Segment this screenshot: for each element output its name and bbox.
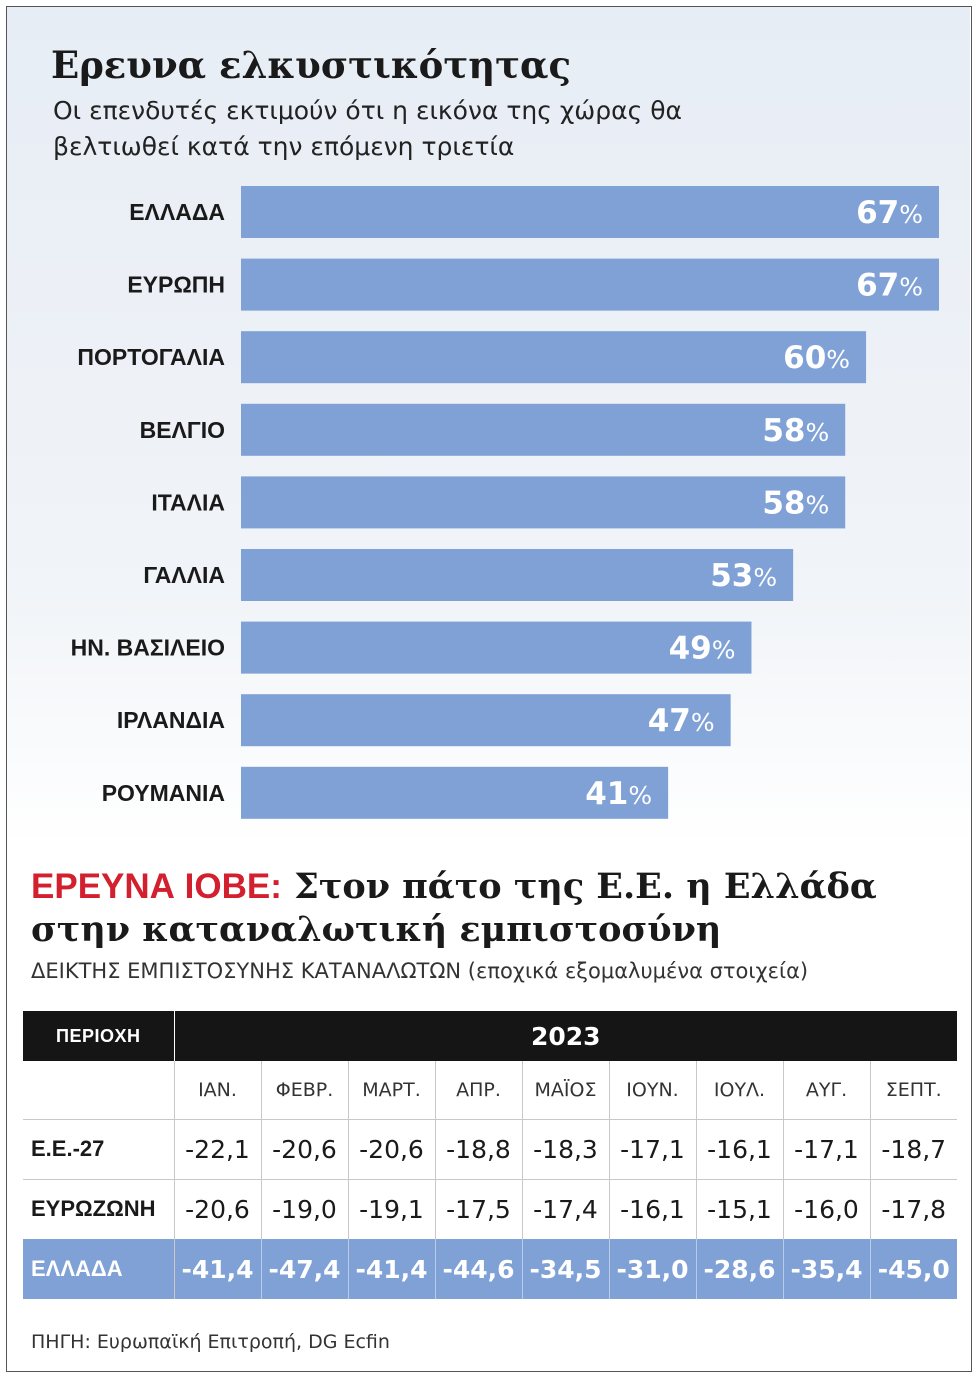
bar-7: [241, 694, 731, 747]
table-cell: -41,4: [174, 1239, 262, 1299]
month-header-3: ΑΠΡ.: [435, 1061, 523, 1119]
chart-panel: Ερευνα ελκυστικότητας Οι επενδυτές εκτιμ…: [7, 7, 970, 847]
table-cell: -17,8: [870, 1178, 957, 1239]
chart-subtitle: Οι επενδυτές εκτιμούν ότι η εικόνα της χ…: [53, 96, 682, 161]
bar-label-6: ΗΝ. ΒΑΣΙΛΕΙΟ: [71, 635, 225, 661]
month-header-2: ΜΑΡΤ.: [348, 1061, 436, 1119]
table-cell: -19,1: [348, 1178, 436, 1239]
infographic-frame: Ερευνα ελκυστικότητας Οι επενδυτές εκτιμ…: [6, 6, 972, 1372]
months-row-blank: [23, 1061, 175, 1119]
table-title: ΕΡΕΥΝΑ ΙΟΒΕ: Στον πάτο της Ε.Ε. η Ελλάδα…: [31, 865, 961, 951]
bar-label-0: ΕΛΛΑΔΑ: [129, 199, 225, 225]
bar-label-2: ΠΟΡΤΟΓΑΛΙΑ: [77, 344, 225, 370]
table-row: ΕΥΡΩΖΩΝΗ -20,6 -19,0 -19,1 -17,5 -17,4 -16,1 -1…: [23, 1178, 957, 1239]
month-header-8: ΣΕΠΤ.: [885, 1078, 942, 1101]
bar-value-2: 60%: [783, 340, 850, 376]
table-cell: -45,0: [870, 1239, 957, 1299]
table-row: ΕΛΛΑΔΑ -41,4 -47,4 -41,4 -44,6 -34,5 -31,0 -28,…: [23, 1239, 957, 1299]
table-cell: -15,1: [696, 1178, 784, 1239]
bar-1: [241, 258, 939, 311]
bar-value-6: 49%: [669, 631, 736, 667]
region-header: ΠΕΡΙΟΧΗ: [23, 1011, 175, 1061]
bar-value-7: 47%: [648, 703, 715, 739]
month-header-4: ΜΑΪΟΣ: [522, 1061, 610, 1119]
table-cell: -20,6: [174, 1178, 262, 1239]
bar-value-8: 41%: [585, 776, 652, 812]
month-header-1: ΦΕΒΡ.: [261, 1061, 349, 1119]
bar-label-3: ΒΕΛΓΙΟ: [140, 417, 225, 443]
table-subtitle: ΔΕΙΚΤΗΣ ΕΜΠΙΣΤΟΣΥΝΗΣ ΚΑΤΑΝΑΛΩΤΩΝ (εποχικ…: [31, 959, 809, 983]
table-cell: -20,6: [261, 1118, 349, 1179]
table-cell: -18,7: [870, 1118, 957, 1179]
month-header-6: ΙΟΥΛ.: [696, 1061, 784, 1119]
bar-2: [241, 331, 867, 384]
table-cell: -17,1: [783, 1118, 871, 1179]
bar-label-7: ΙΡΛΑΝΔΙΑ: [117, 707, 225, 733]
bar-label-1: ΕΥΡΩΠΗ: [127, 272, 225, 298]
table-title-rest: Στον πάτο της Ε.Ε. η Ελλάδα στην καταναλ…: [31, 866, 877, 950]
bar-value-4: 58%: [762, 485, 829, 521]
bar-4: [241, 476, 846, 529]
table-cell: -17,5: [435, 1178, 523, 1239]
table-cell: -35,4: [783, 1239, 871, 1299]
bar-8: [241, 766, 669, 819]
bar-0: [241, 186, 939, 238]
table-cell: -22,1: [174, 1118, 262, 1179]
table-cell: -47,4: [261, 1239, 349, 1299]
row-name: ΕΥΡΩΖΩΝΗ: [23, 1178, 175, 1239]
table-cell: -20,6: [348, 1118, 436, 1179]
bar-chart: ΕΛΛΑΔΑ 67% ΕΥΡΩΠΗ 67% ΠΟΡΤΟΓΑΛΙΑ 60% ΒΕΛΓΙΟ 58%…: [71, 186, 939, 819]
table-cell: -16,1: [696, 1118, 784, 1179]
bar-label-4: ΙΤΑΛΙΑ: [151, 489, 225, 515]
table-cell: -19,0: [261, 1178, 349, 1239]
table-cell: -17,4: [522, 1178, 610, 1239]
confidence-table: ΠΕΡΙΟΧΗ 2023 ΙΑΝ. ΦΕΒΡ. ΜΑΡΤ. ΑΠΡ. ΜΑΪΟΣ ΙΟΥΝ…: [23, 1011, 957, 1299]
bar-5: [241, 549, 794, 601]
month-header-0: ΙΑΝ.: [174, 1061, 262, 1119]
bar-value-5: 53%: [710, 558, 777, 594]
table-cell: -16,1: [609, 1178, 697, 1239]
source-note: ΠΗΓΗ: Ευρωπαϊκή Επιτροπή, DG Ecfin: [31, 1331, 390, 1353]
table-cell: -28,6: [696, 1239, 784, 1299]
chart-title: Ερευνα ελκυστικότητας: [51, 43, 572, 87]
bar-6: [241, 621, 752, 674]
table-title-highlight: ΕΡΕΥΝΑ ΙΟΒΕ:: [31, 867, 282, 906]
table-cell: -44,6: [435, 1239, 523, 1299]
row-name: ΕΛΛΑΔΑ: [23, 1239, 175, 1299]
bar-label-5: ΓΑΛΛΙΑ: [143, 562, 225, 588]
table-cell: -18,3: [522, 1118, 610, 1179]
table-cell: -18,8: [435, 1118, 523, 1179]
table-cell: -31,0: [609, 1239, 697, 1299]
table-cell: -41,4: [348, 1239, 436, 1299]
table-cell: -34,5: [522, 1239, 610, 1299]
table-header-row: ΠΕΡΙΟΧΗ 2023: [23, 1011, 957, 1061]
bar-value-0: 67%: [856, 195, 923, 231]
bar-3: [241, 403, 846, 456]
bar-value-1: 67%: [856, 268, 923, 304]
table-cell: -17,1: [609, 1118, 697, 1179]
bar-value-3: 58%: [762, 413, 829, 449]
year-header: 2023: [174, 1011, 957, 1061]
months-row: ΙΑΝ. ΦΕΒΡ. ΜΑΡΤ. ΑΠΡ. ΜΑΪΟΣ ΙΟΥΝ. ΙΟΥΛ. ΑΥΓ. ΣΕΠ…: [23, 1061, 957, 1119]
bar-label-8: ΡΟΥΜΑΝΙΑ: [102, 780, 225, 806]
month-header-7: ΑΥΓ.: [783, 1061, 871, 1119]
row-name: Ε.Ε.-27: [23, 1118, 175, 1179]
table-cell: -16,0: [783, 1178, 871, 1239]
table-row: Ε.Ε.-27 -22,1 -20,6 -20,6 -18,8 -18,3 -17,1 -16…: [23, 1118, 957, 1179]
month-header-5: ΙΟΥΝ.: [609, 1061, 697, 1119]
